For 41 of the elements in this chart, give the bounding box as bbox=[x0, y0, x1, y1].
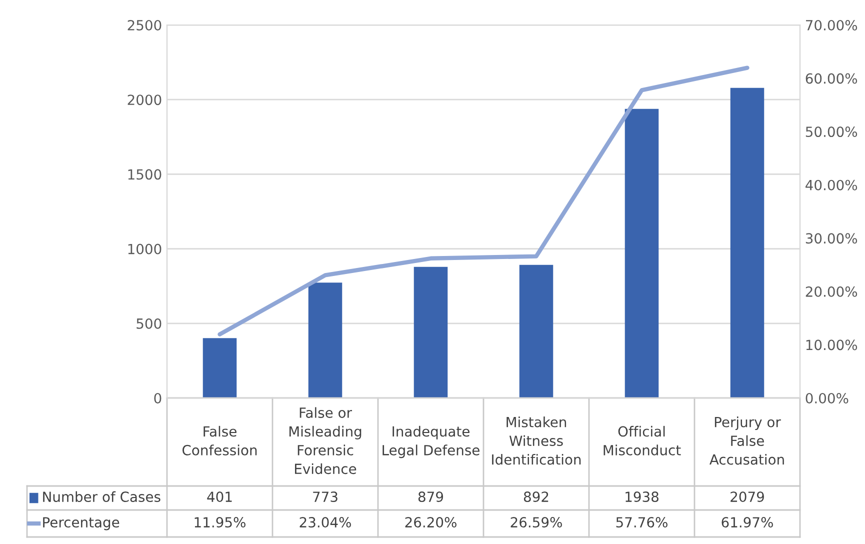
data-label: 879 bbox=[418, 492, 444, 502]
y2-tick-label: 0.00% bbox=[806, 392, 848, 404]
x-tick-label: Perjury or False Accusation bbox=[710, 416, 784, 465]
y2-tick-label: 60.00% bbox=[806, 73, 858, 84]
bar bbox=[308, 282, 342, 398]
data-label: 892 bbox=[524, 492, 548, 502]
legend-label: Number of Cases bbox=[43, 491, 160, 502]
bar bbox=[414, 266, 448, 398]
data-label: 23.04% bbox=[300, 517, 351, 528]
y-tick-label: 2000 bbox=[128, 94, 162, 106]
y2-tick-label: 40.00% bbox=[806, 180, 858, 190]
y2-tick-label: 20.00% bbox=[806, 286, 858, 297]
bar bbox=[730, 88, 764, 398]
data-label: 401 bbox=[207, 492, 232, 502]
y-tick-label: 0 bbox=[154, 392, 162, 404]
y2-tick-label: 10.00% bbox=[806, 340, 858, 350]
data-label: 773 bbox=[313, 492, 338, 502]
x-tick-label: Mistaken Witness Identification bbox=[492, 416, 581, 465]
y-tick-label: 500 bbox=[136, 318, 162, 329]
x-tick-label: False or Misleading Forensic Evidence bbox=[289, 407, 362, 474]
bar bbox=[202, 338, 237, 398]
data-label: 11.95% bbox=[194, 517, 246, 528]
bar bbox=[624, 108, 659, 398]
x-tick-label: False Confession bbox=[182, 426, 257, 456]
data-label: 26.20% bbox=[405, 517, 456, 528]
bar bbox=[519, 264, 554, 398]
x-tick-label: Official Misconduct bbox=[604, 426, 681, 456]
y2-tick-label: 50.00% bbox=[806, 126, 858, 138]
data-label: 57.76% bbox=[616, 517, 668, 528]
x-tick-label: Inadequate Legal Defense bbox=[382, 426, 480, 458]
y2-tick-label: 30.00% bbox=[806, 233, 858, 244]
y2-tick-label: 70.00% bbox=[806, 20, 858, 30]
legend-label: Percentage bbox=[43, 517, 120, 530]
data-label: 26.59% bbox=[510, 517, 562, 528]
y-tick-label: 1000 bbox=[128, 244, 162, 254]
line-series bbox=[218, 66, 750, 336]
data-label: 2079 bbox=[730, 492, 764, 502]
y-tick-label: 2500 bbox=[128, 20, 162, 30]
data-label: 61.97% bbox=[722, 517, 773, 528]
y-tick-label: 1500 bbox=[128, 169, 162, 180]
data-label: 1938 bbox=[626, 492, 658, 502]
